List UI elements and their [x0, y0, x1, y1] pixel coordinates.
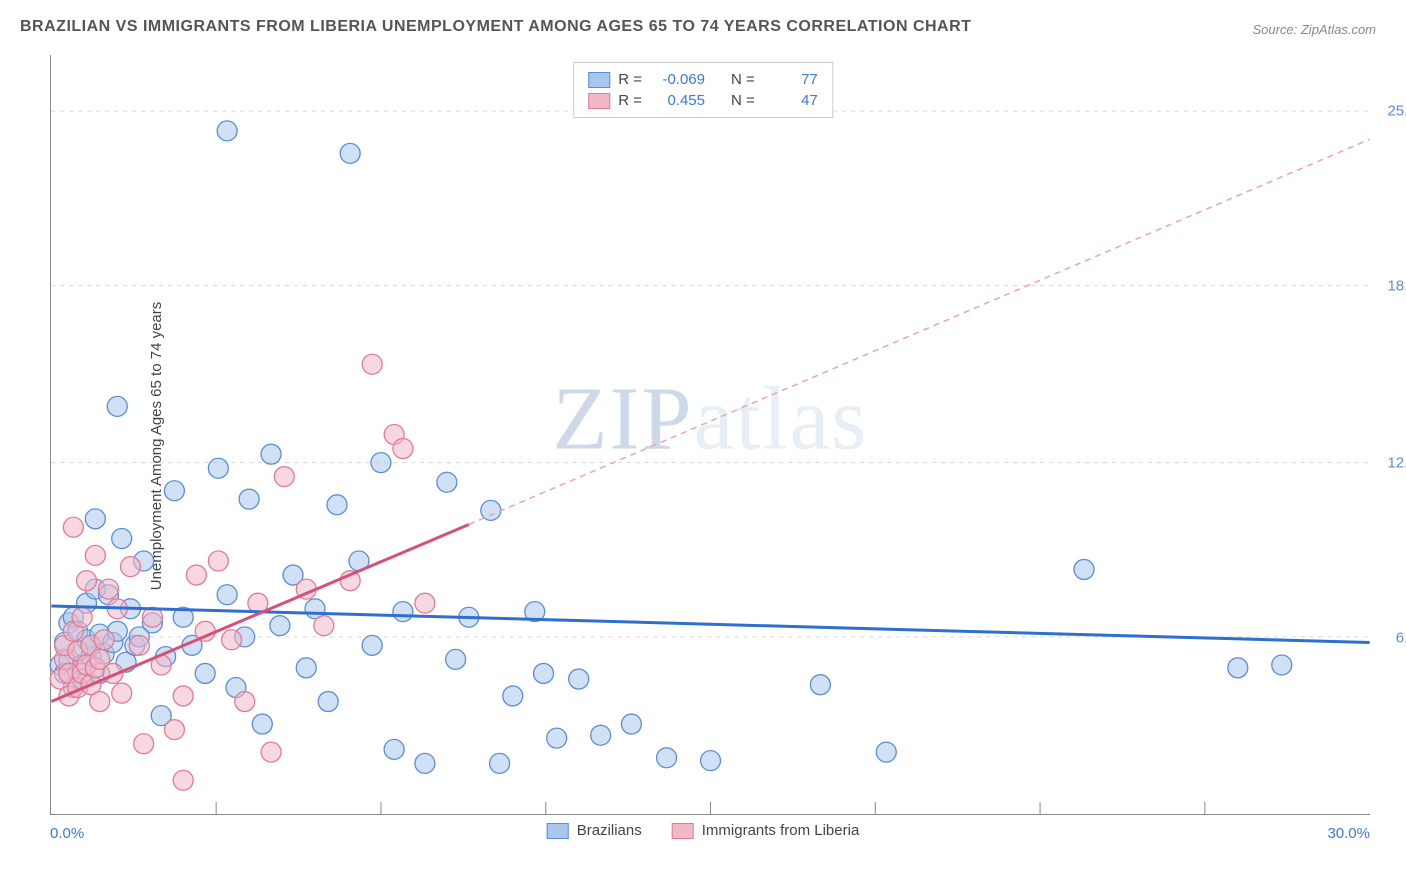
- data-point: [252, 714, 272, 734]
- data-point: [107, 396, 127, 416]
- data-point: [362, 354, 382, 374]
- data-point: [371, 453, 391, 473]
- data-point: [415, 593, 435, 613]
- data-point: [217, 121, 237, 141]
- data-point: [195, 663, 215, 683]
- data-point: [1074, 559, 1094, 579]
- data-point: [1272, 655, 1292, 675]
- source-attribution: Source: ZipAtlas.com: [1252, 22, 1376, 37]
- data-point: [446, 649, 466, 669]
- series-legend-label: Immigrants from Liberia: [702, 822, 860, 839]
- data-point: [112, 529, 132, 549]
- plot-svg: [51, 55, 1370, 814]
- data-point: [186, 565, 206, 585]
- data-point: [810, 675, 830, 695]
- data-point: [222, 630, 242, 650]
- stats-legend-row: R = 0.455 N = 47: [588, 90, 818, 111]
- data-point: [701, 751, 721, 771]
- data-point: [569, 669, 589, 689]
- data-point: [85, 509, 105, 529]
- data-point: [1228, 658, 1248, 678]
- data-point: [99, 579, 119, 599]
- series-legend-item: Immigrants from Liberia: [672, 822, 860, 839]
- data-point: [85, 545, 105, 565]
- stat-r-value: 0.455: [650, 92, 705, 109]
- legend-swatch: [547, 823, 569, 839]
- y-tick-label: 18.8%: [1375, 277, 1406, 294]
- data-point: [239, 489, 259, 509]
- stat-n-label: N =: [731, 71, 755, 88]
- data-point: [362, 635, 382, 655]
- stat-r-label: R =: [618, 92, 642, 109]
- stats-legend: R = -0.069 N = 77 R = 0.455 N = 47: [573, 62, 833, 118]
- legend-swatch: [588, 93, 610, 109]
- data-point: [296, 658, 316, 678]
- data-point: [503, 686, 523, 706]
- stat-n-value: 47: [763, 92, 818, 109]
- data-point: [173, 770, 193, 790]
- data-point: [393, 602, 413, 622]
- data-point: [876, 742, 896, 762]
- data-point: [270, 616, 290, 636]
- stats-legend-row: R = -0.069 N = 77: [588, 69, 818, 90]
- data-point: [621, 714, 641, 734]
- data-point: [318, 692, 338, 712]
- trend-line-extrapolated: [469, 139, 1370, 524]
- x-axis-end-label: 30.0%: [1327, 825, 1370, 842]
- data-point: [340, 143, 360, 163]
- data-point: [657, 748, 677, 768]
- x-axis-start-label: 0.0%: [50, 825, 84, 842]
- data-point: [547, 728, 567, 748]
- y-tick-label: 12.5%: [1375, 455, 1406, 472]
- data-point: [261, 444, 281, 464]
- data-point: [314, 616, 334, 636]
- data-point: [591, 725, 611, 745]
- data-point: [490, 753, 510, 773]
- data-point: [208, 551, 228, 571]
- data-point: [393, 439, 413, 459]
- legend-swatch: [588, 72, 610, 88]
- data-point: [94, 630, 114, 650]
- data-point: [173, 686, 193, 706]
- stat-n-value: 77: [763, 71, 818, 88]
- data-point: [77, 571, 97, 591]
- series-legend: Brazilians Immigrants from Liberia: [547, 822, 860, 839]
- data-point: [164, 720, 184, 740]
- series-legend-label: Brazilians: [577, 822, 642, 839]
- legend-swatch: [672, 823, 694, 839]
- data-point: [384, 739, 404, 759]
- data-point: [112, 683, 132, 703]
- plot-area: ZIPatlas 6.3%12.5%18.8%25.0%: [50, 55, 1370, 815]
- y-tick-label: 6.3%: [1375, 629, 1406, 646]
- series-legend-item: Brazilians: [547, 822, 642, 839]
- stat-r-value: -0.069: [650, 71, 705, 88]
- data-point: [90, 692, 110, 712]
- data-point: [274, 467, 294, 487]
- data-point: [235, 692, 255, 712]
- y-tick-label: 25.0%: [1375, 103, 1406, 120]
- data-point: [72, 607, 92, 627]
- data-point: [164, 481, 184, 501]
- data-point: [208, 458, 228, 478]
- data-point: [134, 734, 154, 754]
- data-point: [437, 472, 457, 492]
- data-point: [415, 753, 435, 773]
- chart-title: BRAZILIAN VS IMMIGRANTS FROM LIBERIA UNE…: [20, 18, 971, 36]
- data-point: [261, 742, 281, 762]
- stat-n-label: N =: [731, 92, 755, 109]
- data-point: [63, 517, 83, 537]
- correlation-chart: BRAZILIAN VS IMMIGRANTS FROM LIBERIA UNE…: [0, 0, 1406, 892]
- data-point: [120, 557, 140, 577]
- data-point: [129, 635, 149, 655]
- data-point: [327, 495, 347, 515]
- data-point: [217, 585, 237, 605]
- stat-r-label: R =: [618, 71, 642, 88]
- data-point: [534, 663, 554, 683]
